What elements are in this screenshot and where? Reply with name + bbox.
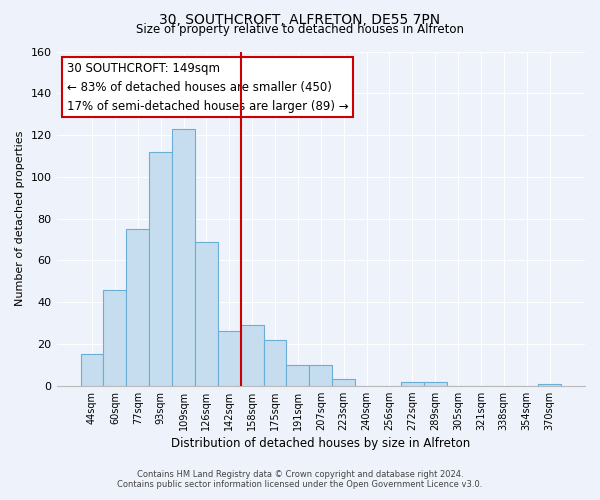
- Bar: [332, 380, 355, 386]
- Bar: [538, 384, 561, 386]
- Bar: [263, 340, 286, 386]
- Bar: [172, 129, 195, 386]
- Bar: [286, 365, 310, 386]
- Bar: [103, 290, 127, 386]
- Text: Contains HM Land Registry data © Crown copyright and database right 2024.
Contai: Contains HM Land Registry data © Crown c…: [118, 470, 482, 489]
- Bar: [424, 382, 446, 386]
- X-axis label: Distribution of detached houses by size in Alfreton: Distribution of detached houses by size …: [171, 437, 470, 450]
- Text: 30, SOUTHCROFT, ALFRETON, DE55 7PN: 30, SOUTHCROFT, ALFRETON, DE55 7PN: [160, 12, 440, 26]
- Bar: [195, 242, 218, 386]
- Bar: [149, 152, 172, 386]
- Bar: [127, 229, 149, 386]
- Bar: [80, 354, 103, 386]
- Text: 30 SOUTHCROFT: 149sqm
← 83% of detached houses are smaller (450)
17% of semi-det: 30 SOUTHCROFT: 149sqm ← 83% of detached …: [67, 62, 349, 112]
- Text: Size of property relative to detached houses in Alfreton: Size of property relative to detached ho…: [136, 24, 464, 36]
- Bar: [401, 382, 424, 386]
- Bar: [218, 332, 241, 386]
- Bar: [241, 325, 263, 386]
- Bar: [310, 365, 332, 386]
- Y-axis label: Number of detached properties: Number of detached properties: [15, 131, 25, 306]
